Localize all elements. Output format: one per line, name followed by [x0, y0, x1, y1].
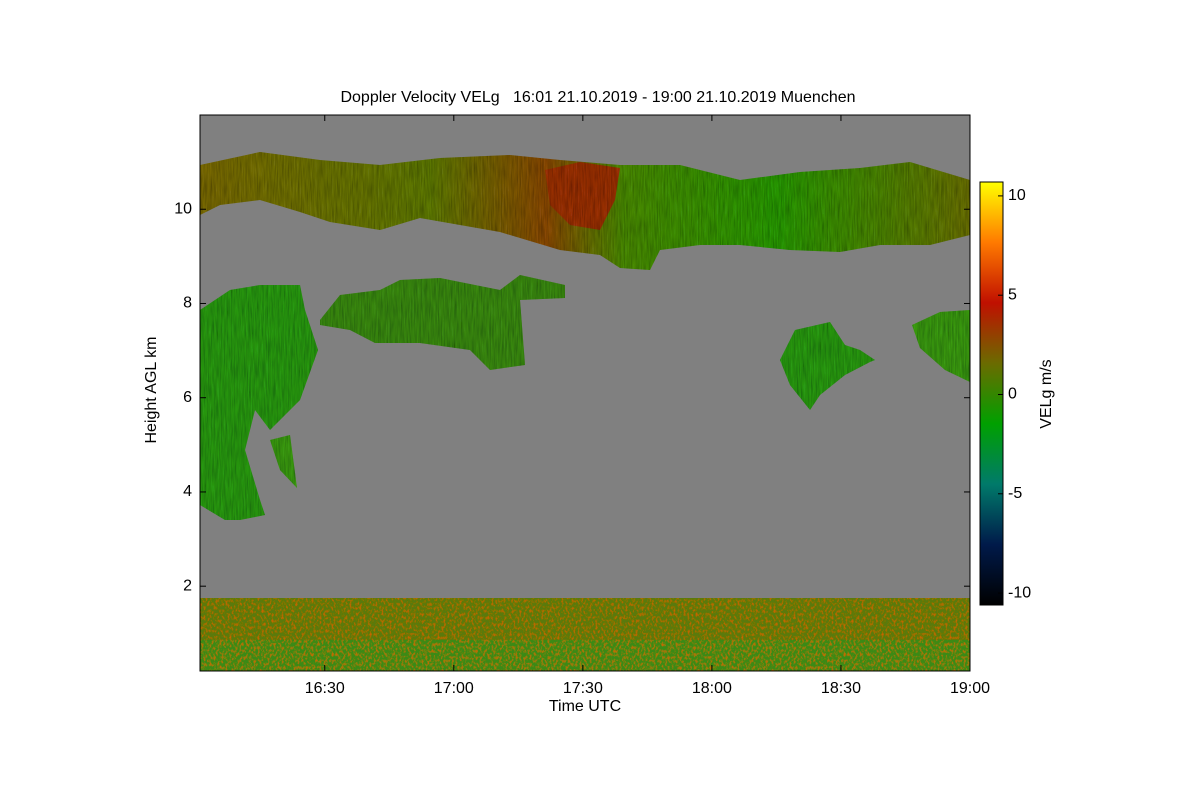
- y-axis-label: Height AGL km: [143, 336, 160, 443]
- plot-frame: [199, 114, 971, 672]
- y-tick-label: 4: [183, 483, 192, 500]
- x-tick-label: 16:30: [305, 680, 345, 697]
- chart-title: Doppler Velocity VELg 16:01 21.10.2019 -…: [340, 89, 855, 106]
- x-tick-label: 18:00: [692, 680, 732, 697]
- colorbar-tick-label: -10: [1008, 584, 1031, 601]
- x-tick-label: 18:30: [821, 680, 861, 697]
- x-tick-label: 19:00: [950, 680, 990, 697]
- colorbar-tick-label: 5: [1008, 286, 1017, 303]
- colorbar-label: VELg m/s: [1038, 359, 1055, 428]
- colorbar-tick-label: 10: [1008, 187, 1026, 204]
- colorbar: [979, 181, 1004, 606]
- x-axis-label: Time UTC: [549, 698, 621, 715]
- x-tick-label: 17:00: [434, 680, 474, 697]
- x-tick-label: 17:30: [563, 680, 603, 697]
- y-tick-label: 6: [183, 389, 192, 406]
- y-tick-label: 10: [174, 200, 192, 217]
- boundary-layer: [200, 598, 970, 671]
- y-tick-label: 8: [183, 295, 192, 312]
- colorbar-tick-label: -5: [1008, 485, 1022, 502]
- colorbar-tick-label: 0: [1008, 386, 1017, 403]
- cloud-field: [200, 152, 970, 520]
- plot-area: [199, 114, 971, 672]
- y-tick-label: 2: [183, 577, 192, 594]
